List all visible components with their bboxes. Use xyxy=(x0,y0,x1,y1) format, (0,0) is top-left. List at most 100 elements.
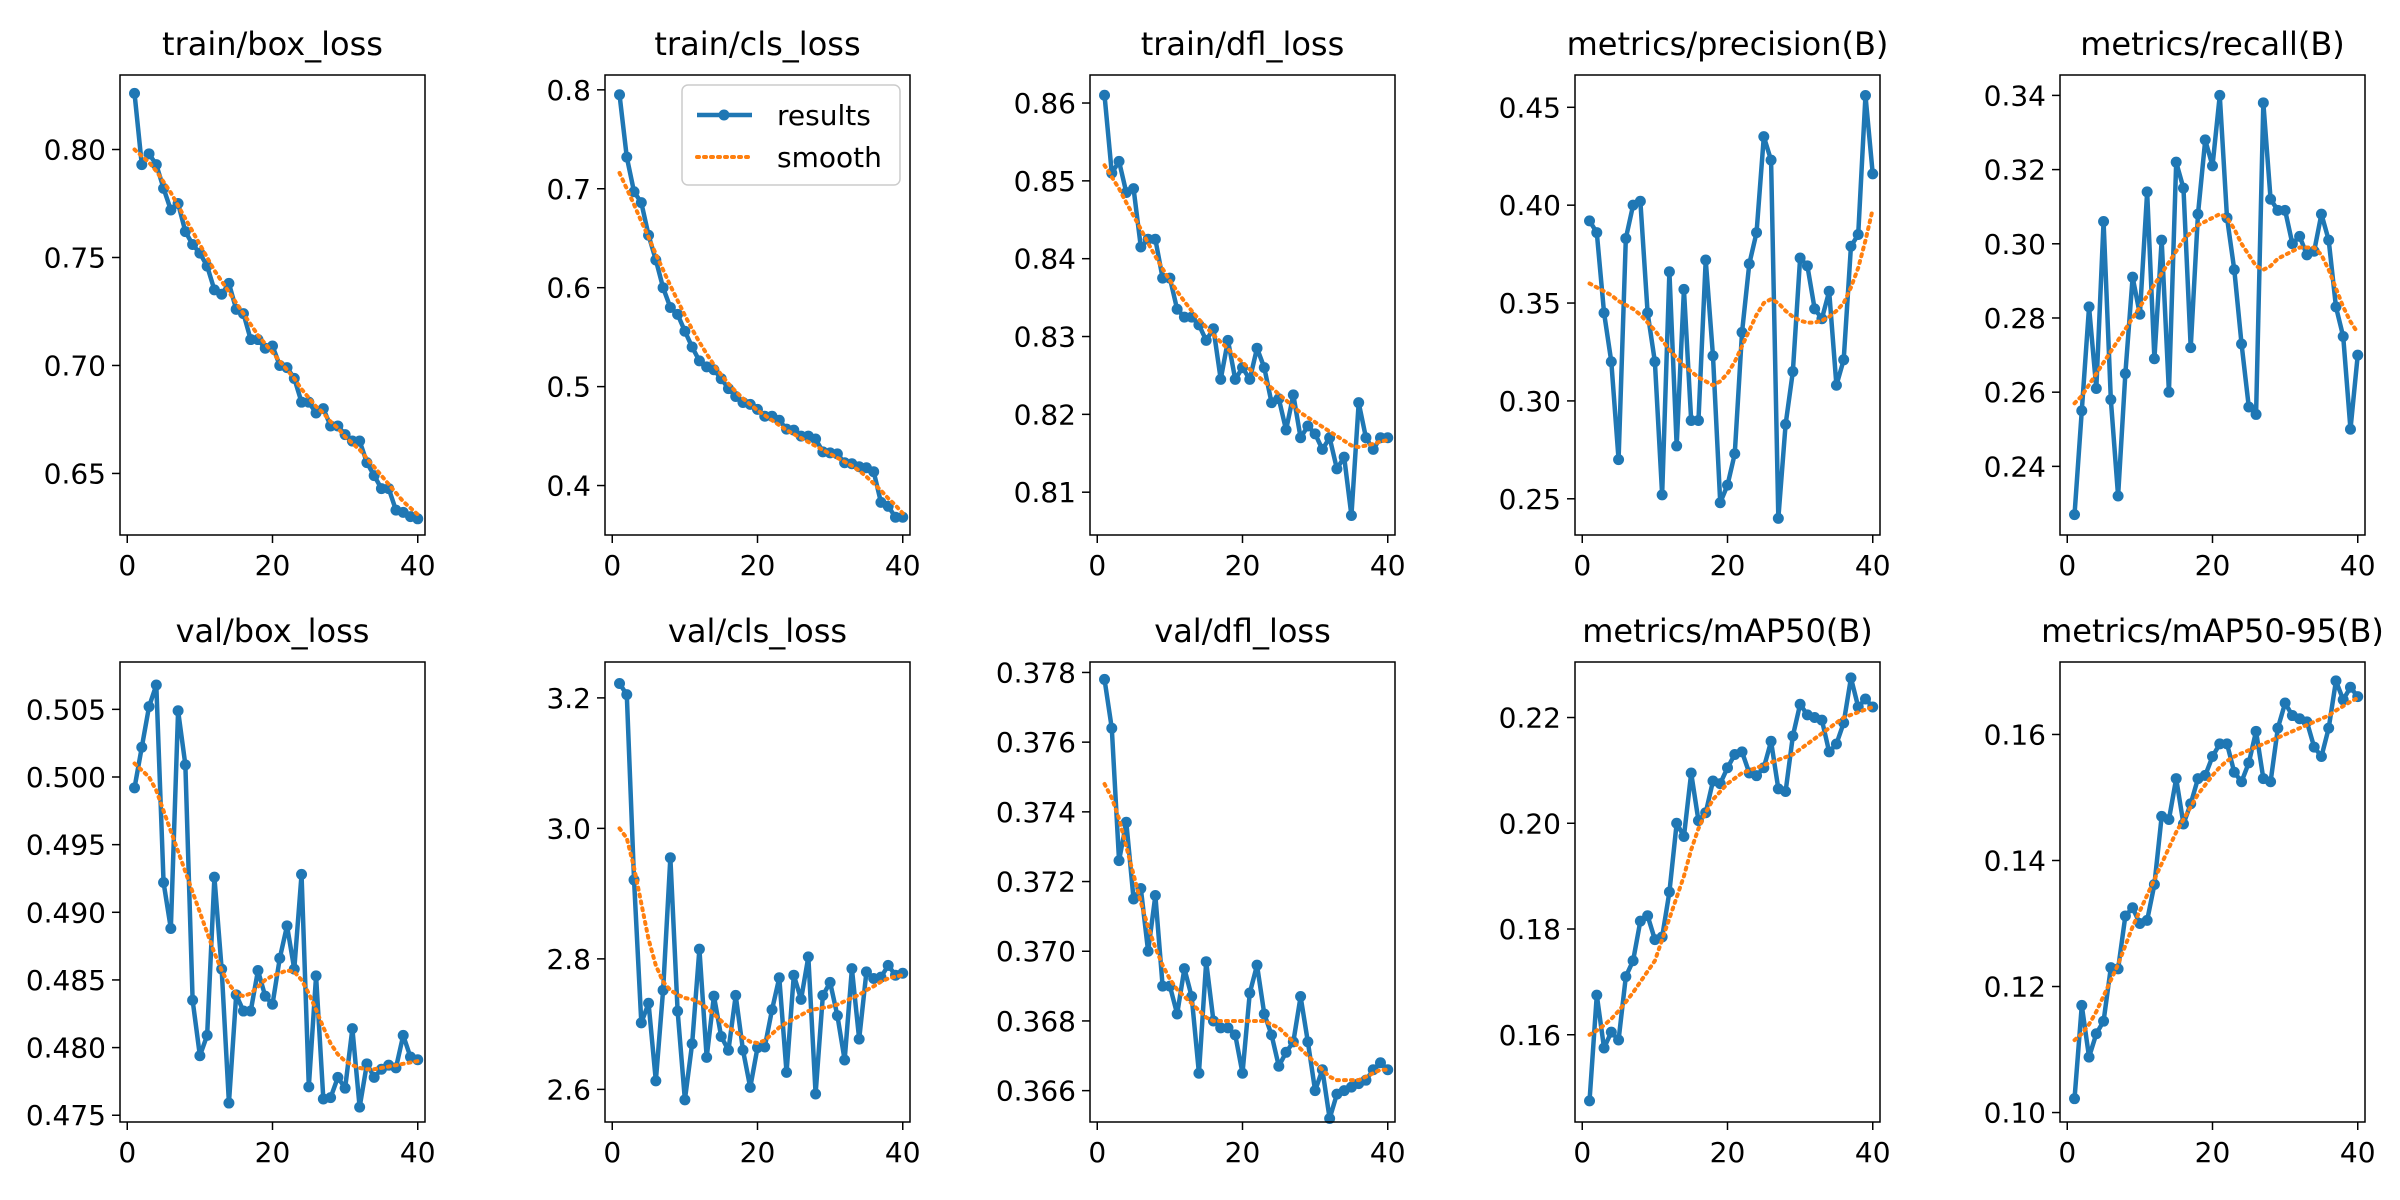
results-data-point xyxy=(636,1017,647,1028)
results-data-point xyxy=(1766,736,1777,747)
chart-title: metrics/mAP50-95(B) xyxy=(2041,612,2384,650)
results-data-point xyxy=(701,1052,712,1063)
results-data-point xyxy=(621,152,632,163)
y-tick-label: 0.84 xyxy=(1014,243,1076,276)
results-data-point xyxy=(2207,751,2218,762)
results-data-point xyxy=(2185,342,2196,353)
results-data-point xyxy=(282,920,293,931)
y-tick-label: 0.80 xyxy=(44,134,106,167)
y-tick-label: 0.65 xyxy=(44,457,106,490)
results-data-point xyxy=(165,923,176,934)
results-data-point xyxy=(1649,356,1660,367)
results-data-point xyxy=(2294,231,2305,242)
results-data-point xyxy=(2171,773,2182,784)
y-tick-label: 0.20 xyxy=(1499,807,1561,840)
chart-title: train/dfl_loss xyxy=(1141,25,1345,63)
results-data-point xyxy=(745,1082,756,1093)
x-tick-label: 20 xyxy=(1225,549,1261,582)
results-data-point xyxy=(716,1031,727,1042)
results-data-point xyxy=(1584,215,1595,226)
y-tick-label: 0.485 xyxy=(26,964,106,997)
results-data-point xyxy=(1780,786,1791,797)
results-data-point xyxy=(1824,286,1835,297)
chart-title: train/cls_loss xyxy=(654,25,860,63)
results-data-point xyxy=(1215,374,1226,385)
results-data-point xyxy=(658,282,669,293)
x-tick-label: 20 xyxy=(2195,549,2231,582)
results-data-point xyxy=(1150,890,1161,901)
y-tick-label: 0.374 xyxy=(996,796,1076,829)
results-data-point xyxy=(1678,284,1689,295)
results-data-point xyxy=(1729,448,1740,459)
results-data-point xyxy=(2098,216,2109,227)
y-tick-label: 0.22 xyxy=(1499,702,1561,735)
y-tick-label: 0.35 xyxy=(1499,287,1561,320)
results-data-point xyxy=(347,1023,358,1034)
results-data-point xyxy=(1860,90,1871,101)
results-data-point xyxy=(1780,419,1791,430)
results-data-point xyxy=(679,1094,690,1105)
results-data-point xyxy=(2229,767,2240,778)
results-data-point xyxy=(1613,1035,1624,1046)
results-data-point xyxy=(144,701,155,712)
results-data-point xyxy=(1773,513,1784,524)
results-data-point xyxy=(1751,227,1762,238)
results-data-point xyxy=(1802,260,1813,271)
y-tick-label: 0.70 xyxy=(44,349,106,382)
y-tick-label: 0.82 xyxy=(1014,398,1076,431)
results-data-point xyxy=(2105,394,2116,405)
x-tick-label: 0 xyxy=(1088,549,1106,582)
results-data-point xyxy=(1244,988,1255,999)
results-data-point xyxy=(180,226,191,237)
x-tick-label: 40 xyxy=(1855,549,1891,582)
y-tick-label: 0.86 xyxy=(1014,87,1076,120)
results-data-point xyxy=(1106,723,1117,734)
results-data-point xyxy=(1172,1008,1183,1019)
results-data-point xyxy=(2258,97,2269,108)
results-data-point xyxy=(2084,1052,2095,1063)
results-data-point xyxy=(723,1045,734,1056)
results-data-point xyxy=(2091,1028,2102,1039)
y-tick-label: 0.378 xyxy=(996,656,1076,689)
results-data-point xyxy=(2214,90,2225,101)
results-data-point xyxy=(708,991,719,1002)
y-tick-label: 0.475 xyxy=(26,1099,106,1132)
results-data-point xyxy=(1230,1029,1241,1040)
results-data-point xyxy=(1700,254,1711,265)
results-data-point xyxy=(883,960,894,971)
results-data-point xyxy=(1317,444,1328,455)
results-data-point xyxy=(1150,234,1161,245)
results-data-point xyxy=(1288,389,1299,400)
results-data-point xyxy=(1715,497,1726,508)
x-tick-label: 0 xyxy=(603,1136,621,1169)
y-tick-label: 0.75 xyxy=(44,241,106,274)
x-tick-label: 0 xyxy=(1573,549,1591,582)
results-data-point xyxy=(2265,194,2276,205)
results-data-point xyxy=(1620,971,1631,982)
results-data-point xyxy=(636,197,647,208)
results-data-point xyxy=(1664,887,1675,898)
results-data-point xyxy=(1838,354,1849,365)
results-data-point xyxy=(325,1092,336,1103)
chart-title: train/box_loss xyxy=(162,25,383,63)
results-data-point xyxy=(2142,915,2153,926)
results-data-point xyxy=(2076,1000,2087,1011)
x-tick-label: 0 xyxy=(118,1136,136,1169)
results-data-point xyxy=(129,88,140,99)
results-data-point xyxy=(2338,331,2349,342)
results-data-point xyxy=(810,1088,821,1099)
results-data-point xyxy=(398,1030,409,1041)
results-data-point xyxy=(274,953,285,964)
results-data-point xyxy=(1584,1095,1595,1106)
results-data-point xyxy=(1114,156,1125,167)
results-data-point xyxy=(1664,266,1675,277)
results-data-point xyxy=(2149,353,2160,364)
results-data-point xyxy=(1281,424,1292,435)
results-data-point xyxy=(2163,814,2174,825)
results-data-point xyxy=(2084,301,2095,312)
chart-title: metrics/recall(B) xyxy=(2080,25,2345,63)
results-data-point xyxy=(1252,343,1263,354)
x-tick-label: 0 xyxy=(1573,1136,1591,1169)
results-data-point xyxy=(2127,272,2138,283)
results-data-point xyxy=(2207,160,2218,171)
